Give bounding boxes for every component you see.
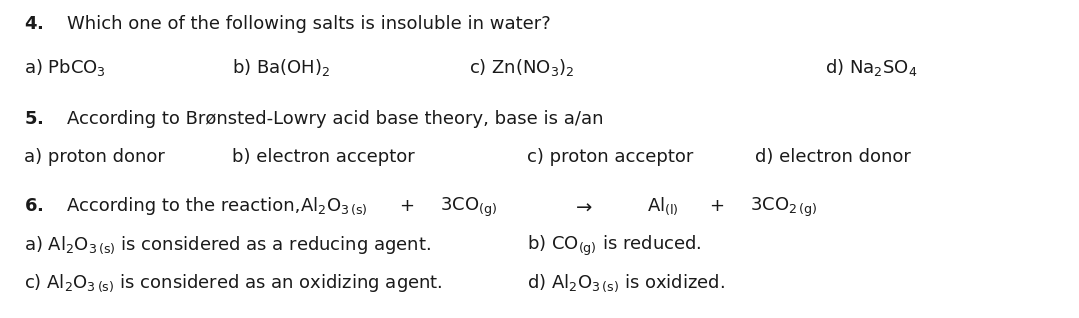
- Text: b) electron acceptor: b) electron acceptor: [232, 148, 414, 166]
- Text: Al$_{\mathregular{(l)}}$: Al$_{\mathregular{(l)}}$: [647, 196, 679, 218]
- Text: According to Brønsted-Lowry acid base theory, base is a/an: According to Brønsted-Lowry acid base th…: [67, 110, 603, 128]
- Text: 3CO$_{\mathregular{2\,(g)}}$: 3CO$_{\mathregular{2\,(g)}}$: [750, 196, 817, 219]
- Text: $\rightarrow$: $\rightarrow$: [572, 197, 593, 216]
- Text: +: +: [709, 197, 724, 216]
- Text: According to the reaction,: According to the reaction,: [67, 197, 300, 216]
- Text: c) proton acceptor: c) proton acceptor: [527, 148, 693, 166]
- Text: a) Al$_{\mathregular{2}}$O$_{\mathregular{3\,(s)}}$ is considered as a reducing : a) Al$_{\mathregular{2}}$O$_{\mathregula…: [24, 234, 431, 256]
- Text: a) proton donor: a) proton donor: [24, 148, 165, 166]
- Text: $\mathbf{6.}$: $\mathbf{6.}$: [24, 197, 43, 216]
- Text: c) Zn(NO$_{\mathregular{3}}$)$_{\mathregular{2}}$: c) Zn(NO$_{\mathregular{3}}$)$_{\mathreg…: [469, 57, 575, 78]
- Text: Which one of the following salts is insoluble in water?: Which one of the following salts is inso…: [67, 15, 550, 33]
- Text: c) Al$_{\mathregular{2}}$O$_{\mathregular{3\,(s)}}$ is considered as an oxidizin: c) Al$_{\mathregular{2}}$O$_{\mathregula…: [24, 272, 442, 294]
- Text: 3CO$_{\mathregular{(g)}}$: 3CO$_{\mathregular{(g)}}$: [440, 196, 497, 219]
- Text: d) Al$_{\mathregular{2}}$O$_{\mathregular{3\,(s)}}$ is oxidized.: d) Al$_{\mathregular{2}}$O$_{\mathregula…: [527, 272, 725, 294]
- Text: Al$_{\mathregular{2}}$O$_{\mathregular{3\,(s)}}$: Al$_{\mathregular{2}}$O$_{\mathregular{3…: [300, 196, 368, 218]
- Text: d) electron donor: d) electron donor: [755, 148, 911, 166]
- Text: d) Na$_{\mathregular{2}}$SO$_{\mathregular{4}}$: d) Na$_{\mathregular{2}}$SO$_{\mathregul…: [825, 57, 918, 78]
- Text: $\mathbf{4.}$: $\mathbf{4.}$: [24, 15, 43, 33]
- Text: b) Ba(OH)$_{\mathregular{2}}$: b) Ba(OH)$_{\mathregular{2}}$: [232, 57, 330, 78]
- Text: a) PbCO$_{\mathregular{3}}$: a) PbCO$_{\mathregular{3}}$: [24, 57, 106, 78]
- Text: b) CO$_{\mathregular{(g)}}$ is reduced.: b) CO$_{\mathregular{(g)}}$ is reduced.: [527, 233, 701, 258]
- Text: $\mathbf{5.}$: $\mathbf{5.}$: [24, 110, 43, 128]
- Text: +: +: [399, 197, 414, 216]
